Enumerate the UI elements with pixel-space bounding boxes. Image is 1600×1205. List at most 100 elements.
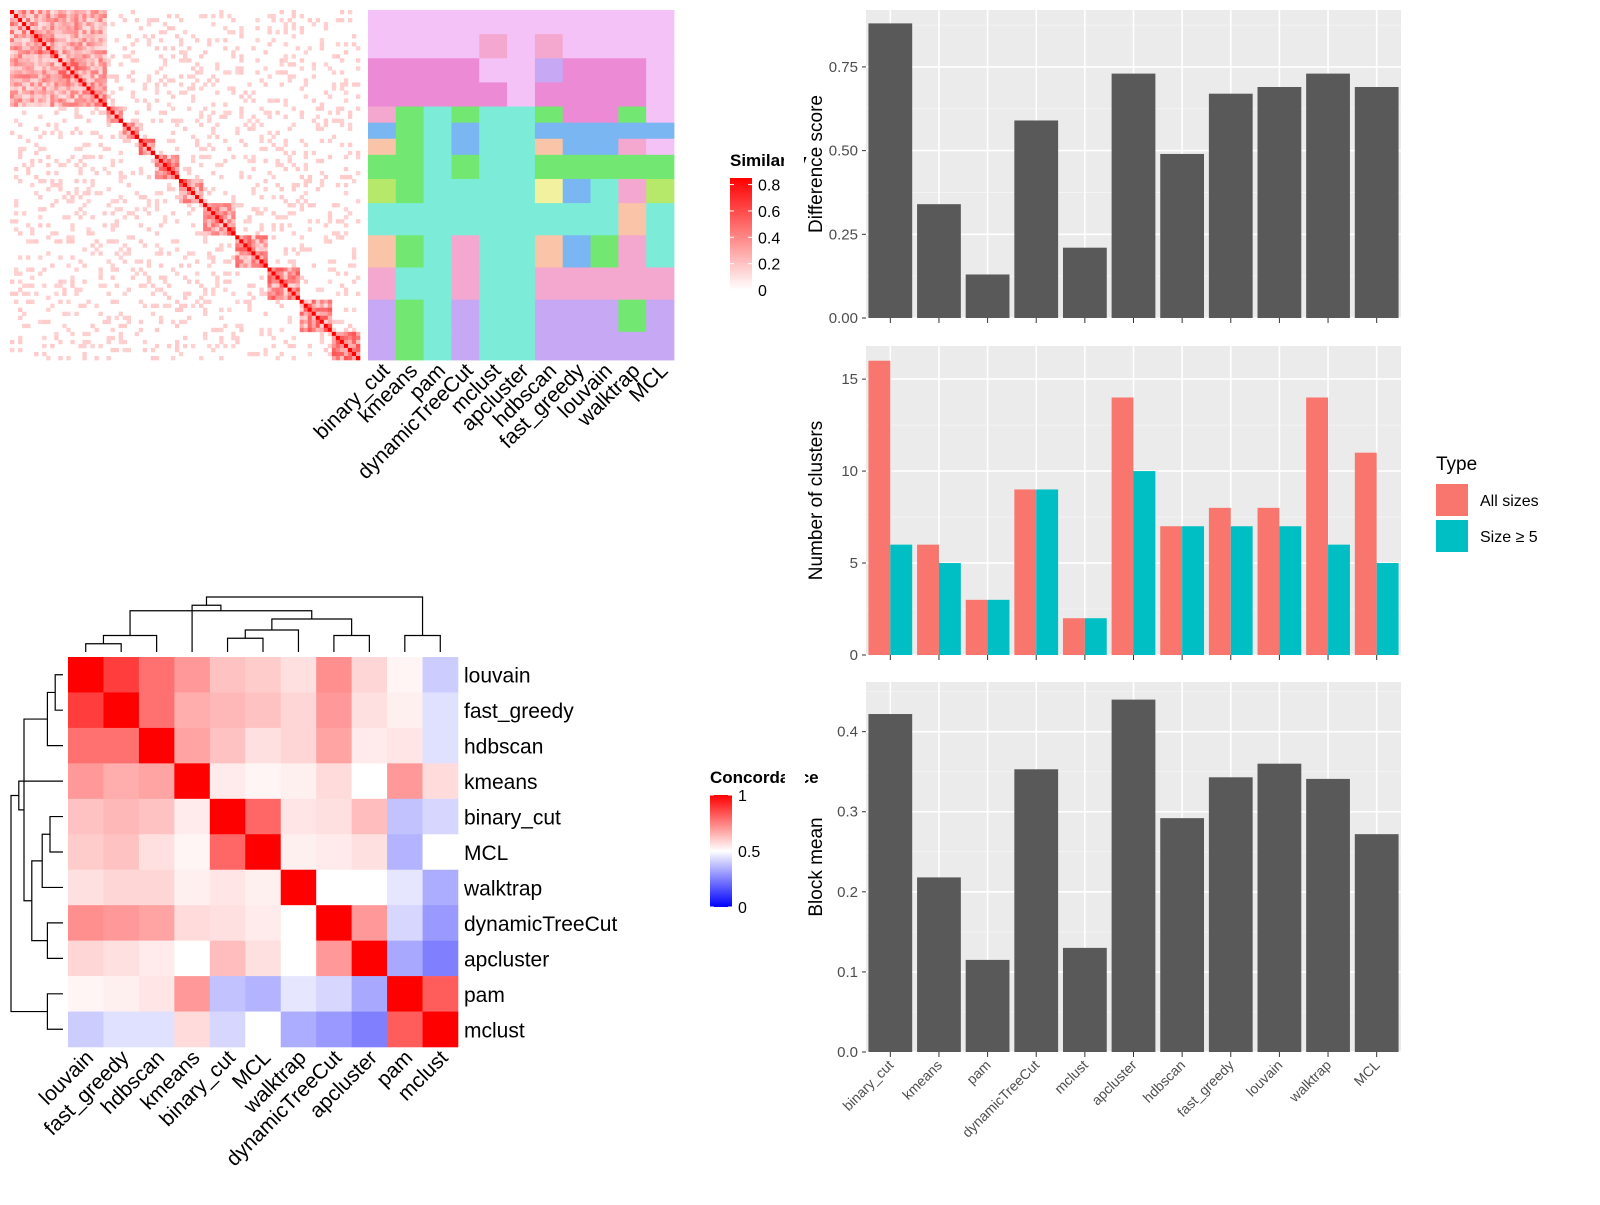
concordance-cell <box>351 869 388 906</box>
similarity-cell <box>331 331 337 337</box>
similarity-cell <box>42 86 47 91</box>
similarity-cell <box>170 267 176 272</box>
similarity-cell <box>78 130 83 136</box>
similarity-cell <box>162 74 168 79</box>
bar <box>965 959 1010 1052</box>
similarity-cell <box>154 82 160 87</box>
similarity-cell <box>146 259 152 264</box>
similarity-cell <box>291 150 296 156</box>
similarity-cell <box>303 154 308 160</box>
similarity-cell <box>287 279 292 284</box>
similarity-cell <box>94 26 99 31</box>
similarity-cell <box>102 90 107 95</box>
assignment-cell <box>395 34 425 59</box>
similarity-cell <box>110 110 115 115</box>
similarity-cell <box>126 182 131 188</box>
similarity-cell <box>287 62 292 67</box>
similarity-cell <box>303 150 308 156</box>
similarity-cell <box>158 158 164 164</box>
similarity-cell <box>82 22 87 27</box>
similarity-cell <box>327 319 333 325</box>
similarity-cell <box>18 150 23 156</box>
similarity-cell <box>18 279 23 284</box>
similarity-cell <box>347 263 353 268</box>
similarity-cell <box>94 70 99 75</box>
similarity-cell <box>26 86 31 91</box>
similarity-cell <box>307 303 313 308</box>
similarity-cell <box>215 62 220 67</box>
similarity-cell <box>339 331 345 337</box>
similarity-cell <box>158 315 164 321</box>
similarity-cell <box>78 94 83 99</box>
bar-size-ge5 <box>1328 544 1350 655</box>
similarity-cell <box>142 303 148 308</box>
similarity-cell <box>355 46 361 51</box>
similarity-cell <box>211 219 216 224</box>
assignment-cell <box>451 106 480 124</box>
similarity-cell <box>158 251 164 256</box>
similarity-cell <box>259 247 264 252</box>
similarity-cell <box>46 26 51 31</box>
similarity-cell <box>14 66 19 71</box>
similarity-cell <box>319 299 325 304</box>
assignment-cell <box>451 154 480 180</box>
assignment-cell <box>534 122 564 140</box>
similarity-cell <box>187 251 192 256</box>
similarity-cell <box>291 287 296 292</box>
similarity-cell <box>90 58 95 63</box>
similarity-cell <box>347 211 353 216</box>
similarity-cell <box>263 146 268 152</box>
similarity-cell <box>207 227 212 232</box>
similarity-cell <box>355 275 361 280</box>
similarity-cell <box>22 38 27 43</box>
similarity-cell <box>231 86 236 91</box>
similarity-cell <box>182 30 188 35</box>
assignment-cell <box>590 267 619 301</box>
similarity-cell <box>22 30 27 35</box>
similarity-cell <box>267 98 272 103</box>
similarity-cell <box>42 14 47 19</box>
similarity-cell <box>78 102 83 107</box>
similarity-cell <box>223 279 228 284</box>
similarity-cell <box>243 299 248 304</box>
similarity-cell <box>122 215 127 220</box>
similarity-cell <box>239 138 244 144</box>
similarity-cell <box>14 166 19 172</box>
similarity-cell <box>327 311 333 317</box>
similarity-cell <box>62 102 67 107</box>
similarity-cell <box>247 263 252 268</box>
similarity-cell <box>170 211 176 216</box>
similarity-cell <box>50 130 55 136</box>
similarity-cell <box>82 54 87 59</box>
similarity-cell <box>178 42 184 47</box>
similarity-cell <box>22 70 27 75</box>
similarity-cell <box>251 247 256 252</box>
similarity-cell <box>82 30 87 35</box>
concordance-legend-label: 1 <box>738 788 747 805</box>
similarity-cell <box>227 271 232 276</box>
similarity-cell <box>319 46 325 51</box>
similarity-cell <box>102 34 107 39</box>
similarity-cell <box>271 134 276 140</box>
similarity-cell <box>34 66 39 71</box>
similarity-cell <box>82 343 87 349</box>
similarity-cell <box>10 14 15 19</box>
similarity-cell <box>283 150 288 156</box>
similarity-cell <box>291 291 296 296</box>
similarity-cell <box>10 279 15 284</box>
similarity-cell <box>138 267 144 272</box>
similarity-cell <box>259 243 264 248</box>
similarity-cell <box>303 166 308 172</box>
similarity-cell <box>90 323 95 329</box>
similarity-cell <box>307 219 313 224</box>
similarity-cell <box>18 307 23 313</box>
similarity-cell <box>295 275 300 280</box>
similarity-cell <box>347 174 353 180</box>
similarity-cell <box>14 86 19 91</box>
similarity-cell <box>98 22 103 27</box>
similarity-cell <box>355 199 361 204</box>
assignment-cell <box>646 235 675 268</box>
assignment-cell <box>368 267 397 301</box>
similarity-cell <box>26 58 31 63</box>
assignment-cell <box>423 235 452 268</box>
